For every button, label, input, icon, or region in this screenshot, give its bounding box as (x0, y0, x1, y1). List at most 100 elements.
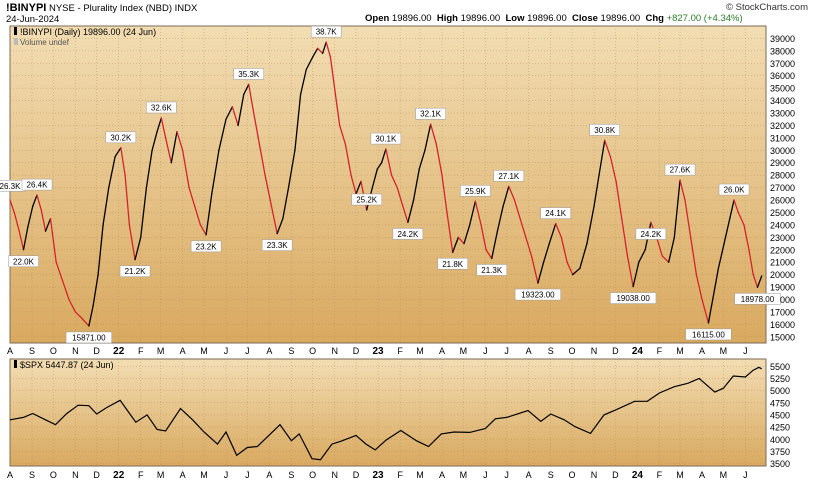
spx-y-tick-label: 4500 (770, 410, 790, 420)
main-y-tick-label: 37000 (770, 59, 795, 69)
main-y-tick-label: 15000 (770, 332, 795, 342)
x-tick-label: 23 (372, 346, 384, 357)
data-label: 26.0K (724, 186, 746, 195)
binypi-line-segment (243, 83, 250, 96)
binypi-line-segment (673, 179, 681, 238)
data-label-box (476, 264, 507, 276)
symbol: !BINYPI (6, 2, 47, 14)
binypi-line-segment (231, 106, 239, 127)
binypi-line-segment (463, 224, 471, 245)
data-label-box (589, 124, 620, 136)
binypi-line-segment (598, 139, 606, 176)
data-label: 25.9K (465, 187, 487, 196)
data-label-group: 21.2K (119, 265, 151, 277)
volume-legend: Volume undef (20, 38, 70, 47)
data-label: 32.1K (420, 110, 442, 119)
binypi-line-segment (270, 205, 278, 235)
x-tick-label: J (483, 346, 488, 356)
binypi-line-segment (108, 155, 116, 189)
binypi-line-segment (429, 123, 437, 145)
binypi-line-segment (555, 223, 563, 238)
x-tick-label: S (288, 470, 294, 480)
high-label: High (436, 13, 458, 24)
x-tick-label: J (483, 470, 488, 480)
binypi-line-segment (49, 218, 57, 263)
binypi-line-segment (572, 267, 581, 276)
x-tick-label: 22 (113, 470, 125, 481)
x-tick-label: O (50, 470, 57, 480)
index-name: Plurality Index (NBD) (83, 3, 173, 14)
data-label: 21.8K (442, 260, 464, 269)
binypi-line-segment (717, 242, 725, 270)
data-label: 18978.00 (741, 295, 775, 304)
data-label-box (635, 228, 667, 240)
x-tick-label: D (353, 346, 360, 356)
binypi-line-segment (508, 185, 516, 201)
x-tick-label: S (29, 346, 35, 356)
data-label-group: 26.4K (21, 178, 53, 191)
spx-y-tick-label: 4750 (770, 398, 790, 408)
close-label: Close (572, 13, 598, 24)
data-label: 30.8K (594, 126, 616, 135)
data-label-box (105, 131, 137, 144)
binypi-line-segment (525, 236, 533, 257)
binypi-line-segment (156, 117, 162, 133)
main-y-tick-label: 31000 (770, 133, 795, 143)
x-tick-label: J (743, 346, 748, 356)
data-label: 24.2K (640, 230, 662, 239)
x-tick-label: M (460, 470, 468, 480)
binypi-line-segment (609, 155, 617, 183)
main-y-tick-label: 28000 (770, 171, 795, 181)
binypi-line-segment (305, 56, 314, 71)
data-label: 22.0K (13, 257, 35, 266)
binypi-line-segment (325, 41, 332, 58)
x-tick-label: N (72, 346, 79, 356)
data-label-box (664, 163, 696, 176)
low-value: 19896.00 (527, 13, 567, 24)
x-tick-label: M (157, 346, 165, 356)
x-tick-label: M (200, 346, 208, 356)
x-tick-label: O (309, 470, 316, 480)
data-label-box (685, 328, 732, 341)
binypi-line-segment (205, 193, 213, 236)
binypi-line-segment (9, 199, 15, 214)
instrument-type: INDX (174, 3, 198, 14)
binypi-line-segment (92, 273, 99, 307)
binypi-line-segment (44, 218, 52, 232)
x-tick-label: N (591, 470, 598, 480)
data-label-box (718, 183, 750, 196)
binypi-line-segment (81, 317, 90, 327)
binypi-line-segment (182, 149, 190, 189)
main-y-tick-label: 30000 (770, 146, 795, 156)
open-label: Open (365, 13, 390, 24)
binypi-line-segment (128, 224, 136, 261)
x-tick-label: F (657, 470, 663, 480)
binypi-line-segment (294, 93, 302, 151)
data-label: 15871.00 (72, 333, 106, 342)
x-tick-label: A (266, 346, 272, 356)
data-label-box (119, 265, 151, 277)
spx-legend-swatch (14, 360, 17, 368)
binypi-line-segment (170, 131, 178, 164)
binypi-line-segment (435, 143, 443, 176)
x-tick-label: F (138, 346, 144, 356)
x-tick-label: O (569, 470, 576, 480)
main-y-tick-label: 38000 (770, 46, 795, 56)
binypi-line-segment (151, 131, 158, 151)
binypi-line-segment (299, 68, 307, 96)
main-y-tick-label: 39000 (770, 34, 795, 44)
main-y-tick-label: 23000 (770, 233, 795, 243)
x-tick-label: 24 (632, 470, 644, 481)
binypi-line-segment (253, 112, 261, 145)
main-y-tick-label: 27000 (770, 183, 795, 193)
binypi-line-segment (32, 194, 38, 207)
data-label-group: 19038.00 (610, 292, 657, 304)
chart-date: 24-Jun-2024 (6, 14, 60, 25)
binypi-line-segment (385, 148, 393, 176)
data-label-group: 30.2K (105, 131, 137, 144)
x-tick-label: A (699, 346, 705, 356)
binypi-line-segment (548, 223, 557, 245)
binypi-line-segment (418, 149, 426, 170)
data-label: 24.2K (397, 230, 419, 239)
